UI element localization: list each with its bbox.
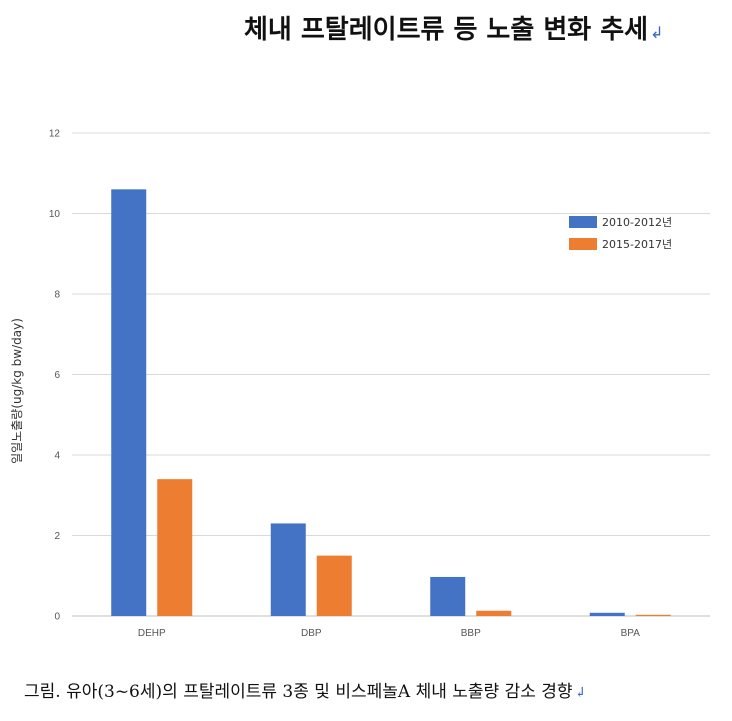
paragraph-mark-icon: ↲ bbox=[650, 23, 664, 42]
bars bbox=[111, 189, 671, 616]
bar-dbp-series-1 bbox=[270, 523, 306, 616]
x-tick-label: BPA bbox=[621, 628, 641, 639]
y-tick-label: 2 bbox=[54, 531, 60, 542]
bar-bpa-series-2 bbox=[635, 614, 671, 616]
legend-swatch bbox=[569, 238, 597, 250]
x-tick-label: DBP bbox=[301, 628, 322, 639]
legend: 2010-2012년 2015-2017년 bbox=[569, 216, 672, 251]
y-axis-ticks: 0 2 4 6 8 10 12 bbox=[49, 129, 61, 623]
bar-bbp-series-1 bbox=[430, 576, 466, 616]
paragraph-mark-icon: ↲ bbox=[574, 685, 587, 701]
legend-label: 2015-2017년 bbox=[602, 238, 672, 251]
page-title: 체내 프탈레이트류 등 노출 변화 추세 ↲ bbox=[244, 9, 663, 46]
y-tick-label: 0 bbox=[54, 612, 60, 623]
bar-bpa-series-1 bbox=[589, 612, 625, 616]
x-axis-ticks: DEHP DBP BBP BPA bbox=[138, 628, 640, 639]
legend-swatch bbox=[569, 216, 597, 228]
bar-dehp-series-2 bbox=[157, 479, 193, 616]
page-title-text: 체내 프탈레이트류 등 노출 변화 추세 bbox=[244, 15, 649, 45]
x-tick-label: BBP bbox=[461, 628, 481, 639]
y-tick-label: 10 bbox=[49, 209, 61, 220]
bar-chart: 0 2 4 6 8 10 12 DEHP DBP BBP BPA 일일노출량(ug/kg bw/d… bbox=[10, 129, 710, 639]
bar-bbp-series-2 bbox=[476, 610, 512, 616]
bar-dbp-series-2 bbox=[316, 555, 352, 616]
bar-dehp-series-1 bbox=[111, 189, 147, 616]
y-tick-label: 8 bbox=[54, 290, 60, 301]
y-tick-label: 6 bbox=[54, 370, 60, 381]
y-tick-label: 4 bbox=[54, 451, 60, 462]
y-tick-label: 12 bbox=[49, 129, 61, 140]
figure-caption-text: 그림. 유아(3~6세)의 프탈레이트류 3종 및 비스페놀A 체내 노출량 감… bbox=[24, 682, 573, 702]
legend-label: 2010-2012년 bbox=[602, 216, 672, 229]
figure-caption: 그림. 유아(3~6세)의 프탈레이트류 3종 및 비스페놀A 체내 노출량 감… bbox=[24, 677, 586, 702]
x-tick-label: DEHP bbox=[138, 628, 166, 639]
y-axis-label: 일일노출량(ug/kg bw/day) bbox=[10, 318, 24, 464]
